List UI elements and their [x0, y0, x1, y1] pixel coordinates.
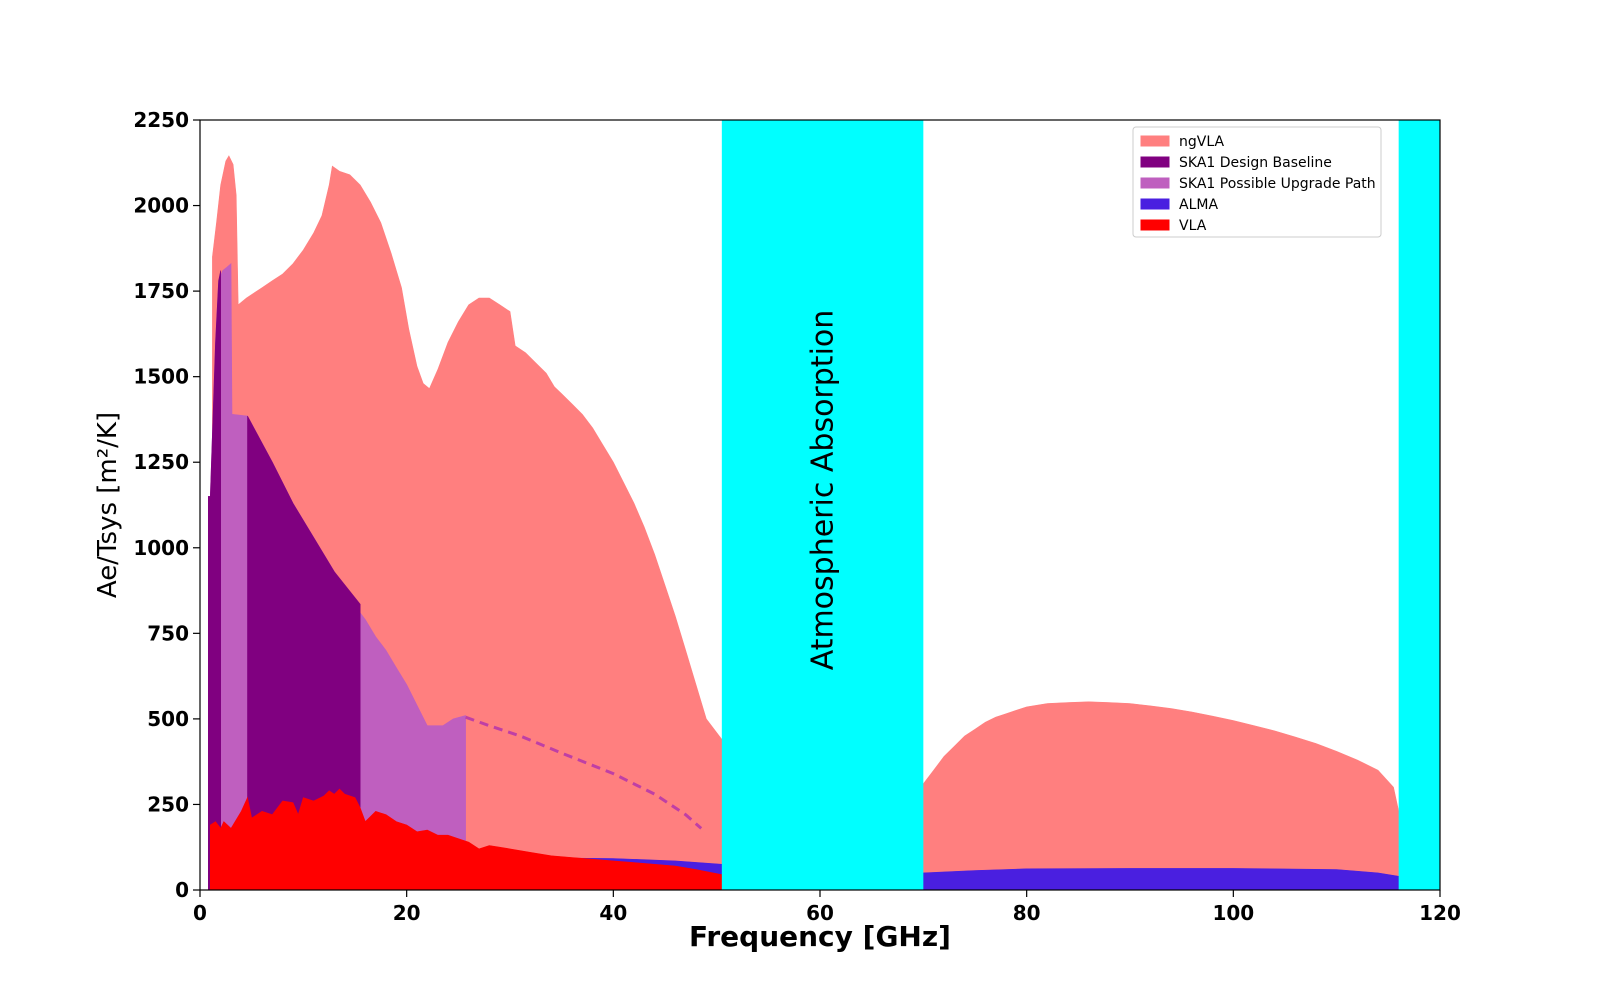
legend-label-ska1-design-baseline: SKA1 Design Baseline	[1179, 155, 1332, 171]
x-axis-title: Frequency [GHz]	[689, 920, 951, 953]
x-tick-label: 120	[1419, 901, 1461, 925]
legend-box	[1132, 126, 1382, 238]
legend-label-ngvla: ngVLA	[1179, 134, 1224, 150]
band-labels: Atmospheric Absorption	[806, 310, 841, 671]
x-tick-label: 20	[393, 901, 421, 925]
series-areas	[208, 155, 1399, 891]
y-tick-label: 0	[175, 878, 189, 902]
absorption-band-0	[721, 120, 924, 890]
legend-swatch-ska1-design-baseline	[1140, 156, 1170, 168]
x-tick-label: 80	[1013, 901, 1041, 925]
absorption-band-1	[1398, 120, 1440, 890]
legend-swatch-ngvla	[1140, 135, 1170, 147]
legend-swatch-vla	[1140, 219, 1170, 231]
y-tick-label: 2000	[133, 194, 189, 218]
y-tick-label: 1250	[133, 450, 189, 474]
y-tick-label: 250	[147, 792, 189, 816]
band-label: Atmospheric Absorption	[806, 310, 841, 671]
area-ska1-design-baseline-0	[208, 270, 221, 891]
axis-ticks: 0 20 40 60 80 100 120 0 250 500 750 1000 1250 1500 175…	[133, 108, 1461, 925]
absorption-bands	[721, 120, 1440, 890]
x-tick-label: 60	[806, 901, 834, 925]
x-tick-label: 100	[1212, 901, 1254, 925]
area-ska1-design-baseline-1	[247, 415, 361, 891]
y-tick-label: 500	[147, 707, 189, 731]
upgrade-dashed-line-layer	[465, 715, 703, 830]
legend-swatch-ska1-possible-upgrade-path	[1140, 177, 1170, 189]
y-tick-label: 1750	[133, 279, 189, 303]
area-alma-1	[923, 868, 1399, 891]
y-tick-label: 1000	[133, 536, 189, 560]
area-vla-0	[210, 788, 723, 891]
x-tick-label: 40	[599, 901, 627, 925]
legend-label-vla: VLA	[1179, 218, 1207, 234]
legend-swatch-alma	[1140, 198, 1170, 210]
y-tick-label: 750	[147, 621, 189, 645]
y-tick-label: 1500	[133, 365, 189, 389]
upgrade-dashed-line	[465, 715, 703, 830]
legend: ngVLA SKA1 Design Baseline SKA1 Possible U…	[1132, 126, 1382, 238]
legend-label-alma: ALMA	[1179, 197, 1218, 213]
y-tick-label: 2250	[133, 108, 189, 132]
legend-label-ska1-possible-upgrade-path: SKA1 Possible Upgrade Path	[1179, 176, 1376, 192]
y-axis-title: Ae/Tsys [m²/K]	[93, 412, 123, 598]
x-tick-label: 0	[193, 901, 207, 925]
area-ngvla-1	[923, 701, 1399, 891]
